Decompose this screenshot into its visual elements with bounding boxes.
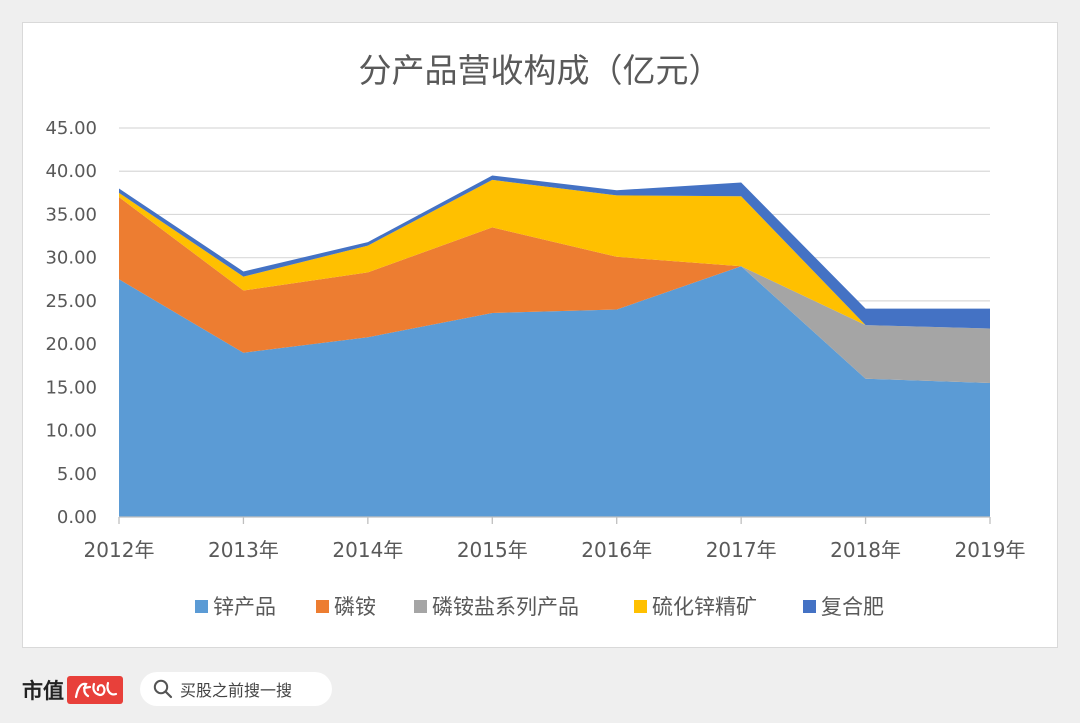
legend-label: 磷铵 (334, 595, 376, 619)
search-text: 买股之前搜一搜 (180, 681, 293, 700)
y-tick-label: 20.00 (45, 334, 97, 355)
legend: 锌产品 磷铵 磷铵盐系列产品 硫化锌精矿 复合肥 (195, 595, 884, 619)
brand-logo[interactable]: 市值 (22, 674, 123, 706)
series-areas (119, 175, 990, 517)
x-tick-label: 2012年 (84, 538, 155, 562)
x-tick-label: 2017年 (706, 538, 777, 562)
legend-item: 磷铵盐系列产品 (414, 595, 579, 619)
y-tick-label: 35.00 (45, 204, 97, 225)
brand-logo-mark (67, 676, 123, 704)
chart-title: 分产品营收构成（亿元） (358, 51, 722, 90)
y-tick-label: 25.00 (45, 291, 97, 312)
y-tick-label: 10.00 (45, 421, 97, 442)
legend-label: 锌产品 (213, 595, 276, 619)
x-tick-label: 2018年 (830, 538, 901, 562)
area-chart: 0.00 5.00 10.00 15.00 20.00 25.00 30.00 35.00 40… (45, 118, 1025, 619)
legend-item: 复合肥 (803, 595, 884, 619)
legend-swatch (803, 600, 816, 613)
area-锌产品 (119, 266, 990, 517)
x-tick-label: 2016年 (581, 538, 652, 562)
footer-bar: 市值 买股之前搜一搜 (0, 660, 1080, 723)
legend-swatch (414, 600, 427, 613)
legend-swatch (634, 600, 647, 613)
area-复合肥 (119, 175, 990, 329)
x-tick-label: 2014年 (332, 538, 403, 562)
search-box[interactable]: 买股之前搜一搜 (140, 672, 332, 706)
y-tick-label: 15.00 (45, 377, 97, 398)
legend-swatch (316, 600, 329, 613)
legend-item: 磷铵 (316, 595, 376, 619)
legend-item: 硫化锌精矿 (634, 595, 757, 619)
legend-item: 锌产品 (195, 595, 276, 619)
y-tick-label: 40.00 (45, 161, 97, 182)
legend-label: 磷铵盐系列产品 (432, 595, 579, 619)
legend-swatch (195, 600, 208, 613)
y-tick-label: 5.00 (57, 464, 97, 485)
area-磷铵盐系列产品 (119, 197, 990, 384)
y-tick-label: 30.00 (45, 248, 97, 269)
legend-label: 硫化锌精矿 (652, 595, 757, 619)
area-硫化锌精矿 (119, 179, 990, 329)
legend-label: 复合肥 (821, 595, 884, 619)
x-tick-label: 2015年 (457, 538, 528, 562)
x-tick-label: 2019年 (955, 538, 1026, 562)
brand-calligraphy-icon (74, 681, 118, 699)
y-tick-label: 45.00 (45, 118, 97, 139)
brand-text: 市值 (22, 678, 64, 703)
axes: 0.00 5.00 10.00 15.00 20.00 25.00 30.00 35.00 40… (45, 118, 1025, 562)
area-磷铵 (119, 197, 990, 384)
x-tick-label: 2013年 (208, 538, 279, 562)
y-tick-label: 0.00 (57, 507, 97, 528)
search-icon (153, 679, 173, 699)
